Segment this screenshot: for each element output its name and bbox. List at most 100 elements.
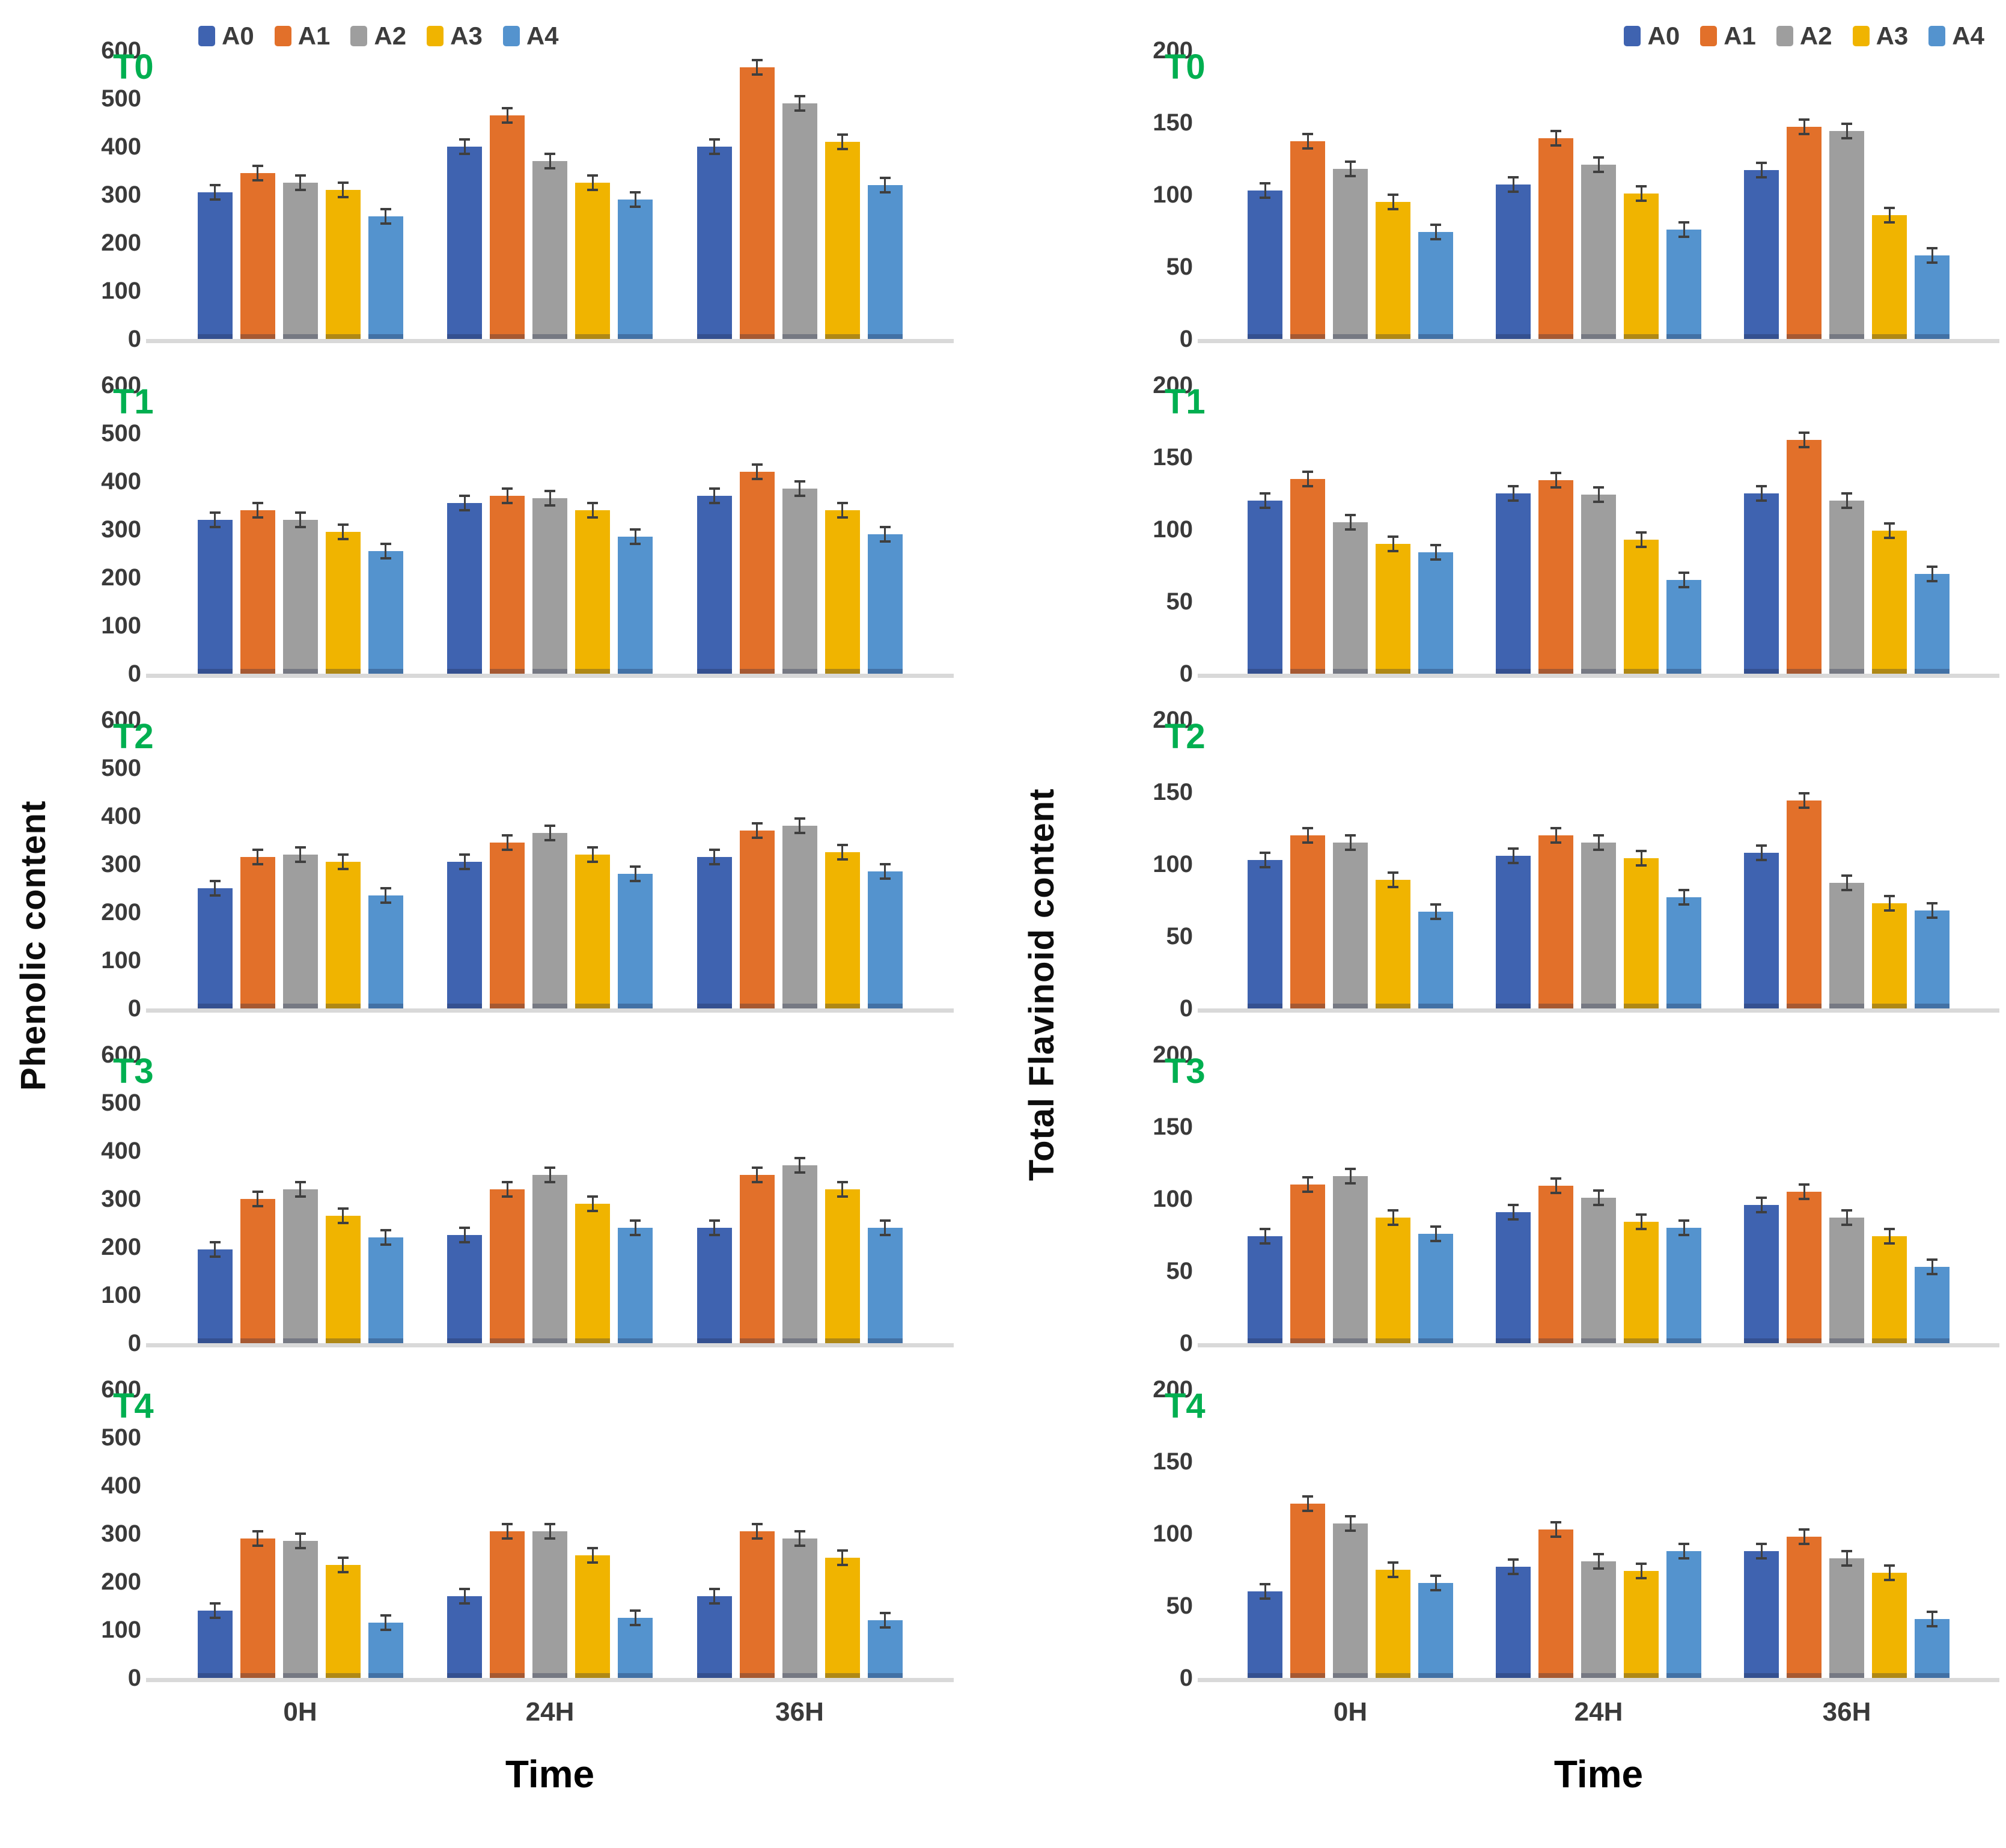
legend-label: A3 [1876,22,1909,50]
bar-T0-0H-A3 [1376,194,1410,339]
bar-T3-24H-A4 [1666,1219,1701,1343]
error-bar [837,133,848,150]
bar-groups [153,343,947,674]
panel-label-T2: T2 [113,717,154,756]
x-axis-line [146,339,954,343]
bar-T0-24H-A3 [1624,184,1659,339]
error-bar [1508,1558,1519,1576]
bar-T4-36H-A0 [697,1588,732,1678]
bar-T2-0H-A3 [325,853,361,1008]
panel-label-T1: T1 [1165,382,1206,421]
bar-T3-36H-A1 [739,1166,775,1343]
error-bar [1388,871,1398,889]
bar-T4-24H-A3 [575,1547,610,1678]
error-bar [337,1207,349,1224]
plot-area [146,8,954,343]
y-tick-label: 100 [1153,181,1193,208]
y-tick-label: 100 [101,1617,141,1643]
bar-group-36H [697,1157,903,1343]
bar-group-24H [1496,1520,1701,1678]
error-bar [1756,1196,1767,1213]
error-bar [252,502,263,519]
error-bar [1302,133,1313,150]
bar-T2-36H-A3 [825,844,860,1008]
error-bar [502,1181,513,1198]
bar-T0-36H-A1 [1787,118,1822,339]
error-bar [1550,472,1561,489]
panel-T4: 0 50 100 150 200 T4 [1094,1347,2001,1691]
y-tick-label: 600 [101,1041,141,1068]
bar-T1-0H-A2 [282,511,318,674]
error-bar [1260,492,1270,509]
error-bar [337,181,349,198]
y-tick-label: 300 [101,1520,141,1547]
error-bar [587,846,598,863]
y-tick-label: 200 [1153,372,1193,398]
x-axis-line [146,1343,954,1347]
bar-T4-24H-A1 [1538,1520,1573,1678]
bar-T0-24H-A3 [575,174,610,339]
panel-T2: 0 100 200 300 400 500 600 T2 [42,678,956,1022]
y-axis: 0 50 100 150 200 [1094,8,1205,352]
panel-label-T2: T2 [1165,717,1206,756]
bar-T0-24H-A1 [490,107,525,339]
error-bar [1927,1258,1937,1275]
error-bar [1593,486,1604,504]
error-bar [879,1612,891,1629]
legend-swatch-A2 [350,26,368,46]
bar-T1-36H-A0 [697,487,732,674]
bar-T4-24H-A3 [1624,1563,1659,1678]
bar-T3-36H-A0 [1744,1196,1779,1343]
error-bar [1799,118,1809,136]
error-bar [337,1557,349,1573]
bar-group-36H [697,817,903,1008]
bar-T1-24H-A3 [1624,531,1659,674]
bar-T4-24H-A0 [1496,1558,1531,1678]
bar-T3-0H-A3 [325,1207,361,1343]
bar-groups [1205,678,1992,1008]
y-tick-label: 0 [1179,995,1193,1022]
bar-T3-36H-A0 [697,1219,732,1343]
y-tick-label: 500 [101,1090,141,1116]
bar-groups [1205,8,1992,339]
error-bar [1799,792,1809,810]
y-tick-label: 600 [101,372,141,398]
bar-group-24H [447,1166,653,1343]
bar-T3-36H-A2 [1829,1209,1864,1343]
y-tick-label: 0 [127,1330,141,1356]
bar-T0-0H-A0 [197,184,233,339]
y-tick-label: 50 [1166,1593,1194,1619]
y-tick-label: 100 [101,278,141,304]
bar-T0-36H-A2 [782,95,817,339]
x-axis-line [146,674,954,678]
chart-total-flavinoid-content: 0 50 100 150 200 T0 A0 A1 A2 A3 A4 0 50 100 150 200 T1 0 5… [1094,8,2001,1796]
legend-item-A0: A0 [198,22,254,50]
y-tick-label: 200 [101,1569,141,1595]
bar-group-36H [1744,432,1950,674]
panel-label-T3: T3 [1165,1052,1206,1091]
error-bar [544,153,555,169]
error-bar [1430,544,1441,561]
bar-T2-0H-A2 [1333,834,1368,1008]
y-tick-label: 0 [1179,1330,1193,1356]
y-tick-label: 200 [1153,707,1193,733]
error-bar [1508,1203,1519,1221]
error-bar [209,1602,221,1619]
legend-label: A2 [1799,22,1832,50]
bar-T4-0H-A4 [1418,1574,1453,1678]
error-bar [337,853,349,870]
legend-item-A4: A4 [1928,22,1984,50]
y-tick-label: 200 [101,564,141,591]
bar-T1-0H-A0 [1248,492,1282,674]
error-bar [879,863,891,880]
error-bar [751,59,763,76]
error-bar [544,490,555,507]
bar-T0-36H-A3 [825,133,860,339]
error-bar [794,1530,805,1547]
bar-T2-0H-A1 [1290,827,1325,1008]
bar-T2-36H-A2 [1829,874,1864,1008]
error-bar [751,463,763,480]
y-tick-label: 400 [101,1472,141,1499]
error-bar [1678,1542,1689,1560]
x-tick-label: 24H [525,1697,575,1727]
